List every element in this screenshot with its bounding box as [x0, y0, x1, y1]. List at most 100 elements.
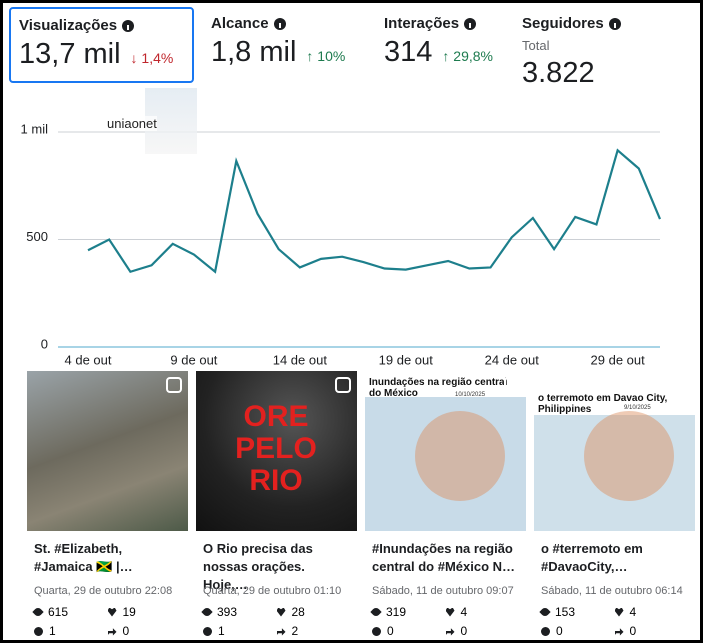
- x-tick-label: 9 de out: [170, 352, 217, 367]
- icon-shares: [276, 628, 286, 636]
- post-date: Sábado, 11 de outubro 06:14: [541, 585, 683, 597]
- stat-value: 0: [556, 624, 563, 638]
- reel-icon: [335, 377, 351, 393]
- post-card[interactable]: Inundações na região central do México 10…: [365, 371, 526, 640]
- post-stats: 319 4 0 0: [365, 597, 526, 638]
- info-icon: [273, 17, 286, 30]
- metric-sublabel: Total: [522, 38, 550, 53]
- watermark-text: uniaonet: [107, 116, 157, 131]
- stat-value: 0: [122, 624, 130, 638]
- stat-comments: 0: [541, 624, 615, 638]
- stat-views: 393: [201, 605, 277, 619]
- stat-likes: 4: [614, 605, 689, 619]
- thumbnail-date: 10/10/2025: [455, 392, 486, 398]
- metric-card[interactable]: Interações 314 ↑ 29,8%: [376, 7, 501, 83]
- metric-label-text: Visualizações: [19, 17, 118, 34]
- icon-views: [32, 606, 44, 618]
- metric-value-row: 3.822: [522, 57, 621, 90]
- post-caption: o #terremoto em #DavaoCity,…: [541, 541, 643, 574]
- metric-label: Interações: [384, 15, 493, 32]
- stat-value: 393: [217, 605, 238, 619]
- metric-value-row: 314 ↑ 29,8%: [384, 36, 493, 69]
- stat-value: 1: [218, 624, 225, 638]
- watermark: uniaonet: [103, 88, 198, 154]
- metric-value-row: 1,8 mil ↑ 10%: [211, 36, 345, 69]
- x-tick-label: 19 de out: [379, 352, 434, 367]
- stat-value: 28: [291, 605, 305, 619]
- icon-views: [539, 606, 551, 618]
- metric-label: Alcance: [211, 15, 345, 32]
- stat-comments: 1: [34, 624, 108, 638]
- post-caption: O Rio precisa das nossas orações. Hoje,…: [203, 541, 313, 592]
- stat-shares: 0: [107, 624, 182, 638]
- y-tick-label: 1 mil: [21, 121, 49, 136]
- stat-value: 0: [460, 624, 468, 638]
- info-icon: [122, 19, 135, 32]
- map-area: [584, 411, 674, 501]
- stat-shares: 0: [445, 624, 520, 638]
- icon-likes: [107, 607, 117, 617]
- metric-card[interactable]: Seguidores Total 3.822: [514, 7, 629, 89]
- stat-comments: 0: [372, 624, 446, 638]
- post-thumbnail: o terremoto em Davao City, Philippines 9/…: [534, 371, 695, 531]
- metric-label: Seguidores: [522, 15, 621, 32]
- icon-comments: [34, 626, 43, 636]
- metric-value: 1,8 mil: [211, 36, 297, 68]
- x-tick-label: 29 de out: [591, 352, 646, 367]
- metric-change: ↑ 10%: [306, 48, 346, 64]
- chart: 0 500 1 mil 4 de out 9 de out 14 de out 19 de …: [21, 121, 662, 367]
- stat-shares: 0: [614, 624, 689, 638]
- stat-views: 319: [370, 605, 446, 619]
- icon-likes: [276, 607, 286, 617]
- metric-label-text: Interações: [384, 15, 460, 32]
- stat-likes: 28: [276, 605, 351, 619]
- stat-value: 2: [291, 624, 299, 638]
- icon-views: [370, 606, 382, 618]
- metric-value: 13,7 mil: [19, 38, 121, 70]
- y-tick-label: 0: [41, 336, 48, 351]
- icon-comments: [372, 626, 381, 636]
- icon-views: [201, 606, 213, 618]
- metric-value-row: 13,7 mil ↓ 1,4%: [19, 38, 184, 71]
- stat-value: 153: [555, 605, 576, 619]
- post-date: Quarta, 29 de outubro 01:10: [203, 585, 342, 597]
- x-tick-label: 14 de out: [273, 352, 328, 367]
- thumbnail-text: o terremoto em Davao City, Philippines: [538, 393, 668, 415]
- metric-change: ↑ 29,8%: [442, 48, 493, 64]
- stat-views: 615: [32, 605, 108, 619]
- info-icon: [608, 17, 621, 30]
- stat-value: 0: [387, 624, 394, 638]
- stat-shares: 2: [276, 624, 351, 638]
- stat-value: 615: [48, 605, 69, 619]
- stat-value: 319: [386, 605, 407, 619]
- metric-label-text: Alcance: [211, 15, 269, 32]
- y-tick-label: 500: [26, 229, 48, 244]
- post-thumbnail: Inundações na região central do México 10…: [365, 371, 526, 531]
- line: [87, 148, 662, 274]
- post-thumbnail: ORE PELO RIO: [196, 371, 357, 531]
- thumbnail-date: 9/10/2025: [624, 405, 651, 411]
- stat-views: 153: [539, 605, 615, 619]
- x-tick-label: 24 de out: [485, 352, 540, 367]
- icon-shares: [614, 628, 624, 636]
- metric-value: 314: [384, 36, 433, 68]
- post-stats: 615 19 1 0: [27, 597, 188, 638]
- metric-label: Visualizações: [19, 17, 184, 34]
- icon-likes: [445, 607, 455, 617]
- post-card[interactable]: St. #Elizabeth, #Jamaica 🇯🇲 |… Quarta, 29…: [27, 371, 188, 640]
- post-thumbnail: [27, 371, 188, 531]
- thumbnail-text: Inundações na região central do México: [369, 377, 508, 399]
- post-stats: 153 4 0 0: [534, 597, 695, 638]
- info-icon: [464, 17, 477, 30]
- metric-card[interactable]: Alcance 1,8 mil ↑ 10%: [203, 7, 353, 83]
- post-date: Sábado, 11 de outubro 09:07: [372, 585, 514, 597]
- icon-shares: [107, 628, 117, 636]
- post-card[interactable]: ORE PELO RIO O Rio precisa das nossas ora…: [196, 371, 357, 640]
- metric-card[interactable]: Visualizações 13,7 mil ↓ 1,4%: [9, 7, 194, 83]
- post-caption: St. #Elizabeth, #Jamaica 🇯🇲 |…: [34, 541, 133, 574]
- post-card[interactable]: o terremoto em Davao City, Philippines 9/…: [534, 371, 695, 640]
- stat-likes: 4: [445, 605, 520, 619]
- stat-value: 4: [460, 605, 468, 619]
- stat-value: 0: [629, 624, 637, 638]
